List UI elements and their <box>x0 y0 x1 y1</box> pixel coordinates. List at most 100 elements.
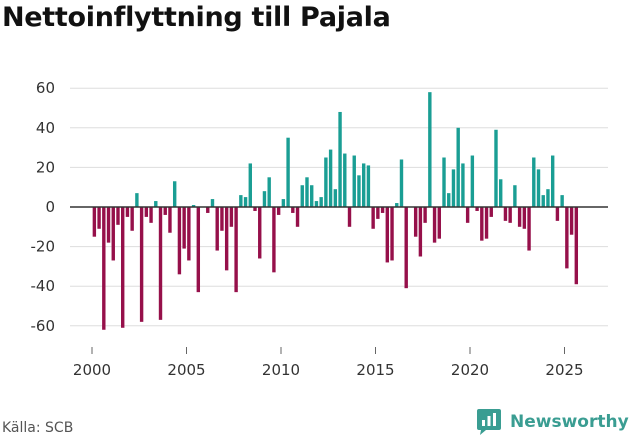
bar <box>338 111 342 207</box>
bar <box>243 197 248 207</box>
bar <box>97 207 101 229</box>
bar <box>125 207 130 217</box>
bar <box>276 207 281 215</box>
bar <box>513 185 517 207</box>
bar <box>291 207 295 213</box>
y-tick-label: 40 <box>36 119 55 137</box>
bar <box>319 197 323 207</box>
bar <box>121 207 125 328</box>
bar <box>536 169 541 207</box>
bar <box>565 207 569 269</box>
bar <box>494 129 498 207</box>
bar <box>546 189 550 207</box>
bar <box>111 207 115 261</box>
bar <box>456 127 460 207</box>
bar <box>484 207 489 239</box>
bar <box>154 201 158 207</box>
bar <box>224 207 229 271</box>
bar <box>451 169 456 207</box>
bar <box>182 207 186 249</box>
x-tick-label: 2020 <box>451 361 489 379</box>
bar <box>215 207 219 251</box>
bar <box>102 207 106 330</box>
bar <box>191 205 196 207</box>
bar <box>324 157 328 207</box>
bar <box>428 92 432 207</box>
bar <box>163 207 167 215</box>
bar <box>361 163 366 207</box>
y-tick-label: -40 <box>31 277 56 295</box>
y-axis-labels: 60 40 20 0 -20 -40 -60 <box>31 79 56 335</box>
bar <box>475 207 479 211</box>
bar <box>168 207 172 233</box>
source-label: Källa: SCB <box>2 420 74 436</box>
bar <box>158 207 163 320</box>
y-tick-label: -60 <box>31 317 56 335</box>
bar <box>380 207 385 213</box>
y-tick-label: 0 <box>45 198 55 216</box>
bar <box>461 163 465 207</box>
bar <box>371 207 375 229</box>
bar <box>480 207 484 241</box>
bar <box>310 185 314 207</box>
bar <box>258 207 262 259</box>
bar <box>220 207 224 231</box>
bar <box>229 207 234 227</box>
bar <box>267 177 271 207</box>
bar <box>560 195 564 207</box>
bar <box>404 207 408 289</box>
bar <box>555 207 560 221</box>
bar <box>347 207 352 227</box>
bar <box>253 207 257 211</box>
bar <box>508 207 512 223</box>
bar <box>286 137 290 207</box>
bar <box>206 207 210 213</box>
y-tick-label: 60 <box>36 79 55 97</box>
bar <box>366 165 371 207</box>
bar <box>470 155 475 207</box>
bar <box>569 207 574 235</box>
bar <box>305 177 309 207</box>
bar <box>503 207 508 221</box>
bar <box>517 207 522 227</box>
bar <box>447 193 451 207</box>
bar <box>144 207 149 217</box>
x-tick-label: 2000 <box>73 361 111 379</box>
bar <box>423 207 427 223</box>
y-tick-label: 20 <box>36 158 55 176</box>
brand-logo[interactable]: Newsworthy <box>476 406 629 438</box>
bars <box>92 92 579 330</box>
bar <box>343 153 347 207</box>
x-tick-label: 2010 <box>262 361 300 379</box>
bar <box>465 207 470 223</box>
bar <box>295 207 300 227</box>
newsworthy-logo-icon <box>477 409 501 435</box>
bar <box>281 199 286 207</box>
bar <box>357 175 361 207</box>
x-tick-label: 2025 <box>545 361 583 379</box>
bar <box>499 179 503 207</box>
bar <box>248 163 252 207</box>
x-axis-labels: 2000 2005 2010 2015 2020 2025 <box>73 347 584 379</box>
bar <box>239 195 243 207</box>
bar <box>432 207 437 243</box>
bar <box>399 159 404 207</box>
bar <box>437 207 441 239</box>
bar <box>333 189 338 207</box>
bar <box>522 207 527 229</box>
bar <box>210 199 215 207</box>
bar <box>92 207 97 237</box>
bar <box>385 207 390 263</box>
y-tick-label: -20 <box>31 238 56 256</box>
x-tick-label: 2015 <box>356 361 394 379</box>
bar <box>574 207 579 285</box>
bar <box>352 155 356 207</box>
bar <box>177 207 182 275</box>
bar <box>376 207 380 219</box>
bar <box>527 207 531 251</box>
bar <box>149 207 153 223</box>
bar <box>395 203 399 207</box>
bar <box>139 207 144 322</box>
bar <box>262 191 267 207</box>
